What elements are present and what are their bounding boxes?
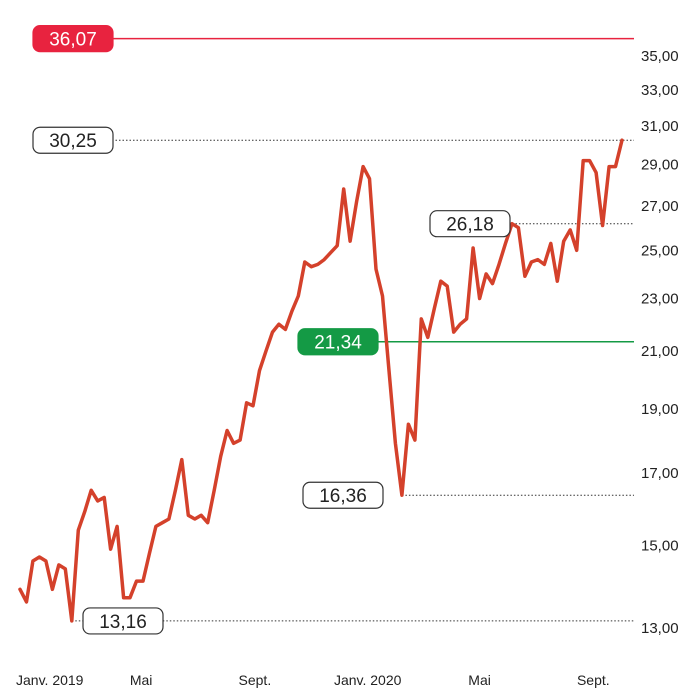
reference-callout-label: 21,34 — [314, 333, 362, 354]
reference-lines — [110, 37, 634, 343]
y-tick-label: 35,00 — [641, 48, 679, 65]
y-tick-label: 31,00 — [641, 118, 679, 135]
y-tick-label: 21,00 — [641, 343, 679, 360]
y-tick-label: 13,00 — [641, 620, 679, 637]
value-callout-box — [302, 481, 384, 509]
value-callout-box — [32, 126, 114, 154]
value-callout-box — [82, 607, 164, 635]
x-tick-label: Sept. — [239, 672, 272, 688]
x-axis: Janv. 2019 Mai Sept. Janv. 2020 Mai Sept. — [16, 672, 610, 688]
reference-callout-label: 36,07 — [49, 30, 97, 51]
y-tick-label: 27,00 — [641, 198, 679, 215]
value-callout-label: 16,36 — [319, 486, 367, 507]
reference-callout-box — [297, 328, 379, 356]
y-tick-label: 15,00 — [641, 537, 679, 554]
y-tick-label: 33,00 — [641, 82, 679, 99]
reference-callout-box — [32, 25, 114, 53]
x-tick-label: Sept. — [577, 672, 610, 688]
callout-boxes: 36,07 21,34 30,25 26,18 16,36 13,16 — [32, 25, 511, 635]
y-tick-label: 29,00 — [641, 157, 679, 174]
y-axis: 13,00 15,00 17,00 19,00 21,00 23,00 25,00 27,00… — [641, 48, 679, 637]
x-tick-label: Janv. 2020 — [334, 672, 402, 688]
y-tick-label: 19,00 — [641, 401, 679, 418]
value-callout-box — [429, 210, 511, 238]
price-series-line — [18, 138, 624, 623]
annotation-lines — [71, 139, 634, 622]
y-tick-label: 25,00 — [641, 242, 679, 259]
y-tick-label: 17,00 — [641, 465, 679, 482]
value-callout-label: 30,25 — [49, 131, 97, 152]
x-tick-label: Janv. 2019 — [16, 672, 84, 688]
x-tick-label: Mai — [130, 672, 153, 688]
y-tick-label: 23,00 — [641, 290, 679, 307]
value-callout-label: 13,16 — [99, 612, 147, 633]
x-tick-label: Mai — [468, 672, 491, 688]
value-callout-label: 26,18 — [446, 215, 494, 236]
series-layer — [18, 138, 624, 623]
